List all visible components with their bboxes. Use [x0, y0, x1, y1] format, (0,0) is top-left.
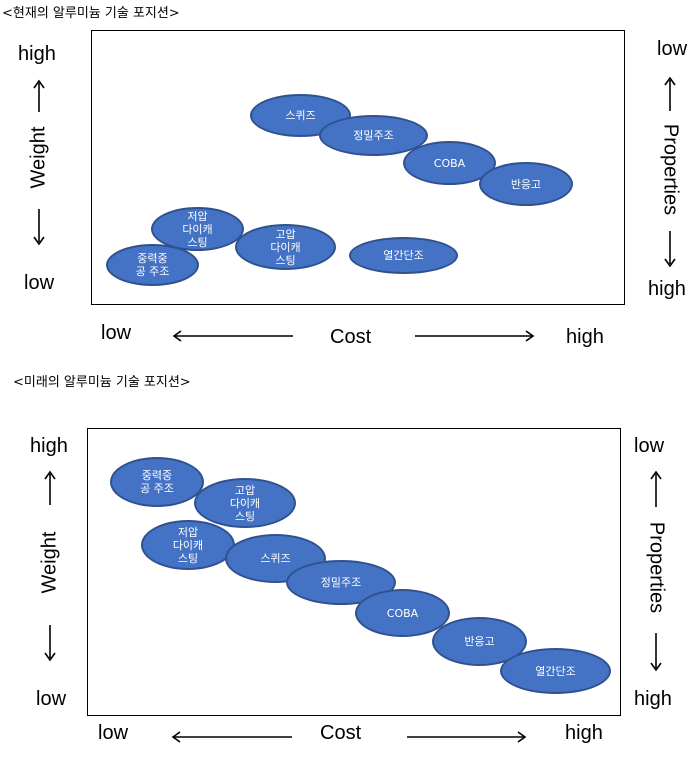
- current-weight-up-arrow: [33, 79, 45, 112]
- future-cost-low-label: low: [98, 722, 129, 744]
- current-weight-high-label: high: [18, 43, 56, 65]
- future-properties-up-arrow: [650, 470, 662, 507]
- current-properties-up-arrow: [664, 76, 676, 111]
- future-properties-axis-label: Properties: [645, 521, 668, 614]
- future-properties-high-label: high: [634, 688, 672, 710]
- future-properties-down-arrow: [650, 633, 662, 672]
- current-hot-forging-ellipse: 열간단조: [349, 237, 458, 274]
- current-properties-high-label: high: [648, 278, 686, 300]
- current-section-title: <현재의 알루미늄 기술 포지션>: [2, 6, 180, 21]
- future-weight-down-arrow: [44, 625, 56, 662]
- future-semi-solid-ellipse: 반응고: [432, 617, 527, 666]
- future-low-pressure-die-casting-ellipse: 저압 다이캐 스팅: [141, 520, 235, 570]
- future-cost-axis-label: Cost: [320, 722, 362, 744]
- current-gravity-hollow-casting-ellipse: 중력중 공 주조: [106, 244, 199, 286]
- future-weight-up-arrow: [44, 470, 56, 505]
- current-cost-low-label: low: [101, 322, 132, 344]
- current-properties-down-arrow: [664, 231, 676, 268]
- future-gravity-hollow-casting-ellipse: 중력중 공 주조: [110, 457, 204, 507]
- current-low-pressure-die-casting-ellipse: 저압 다이캐 스팅: [151, 207, 244, 251]
- future-properties-low-label: low: [634, 435, 665, 457]
- future-weight-axis-label: Weight: [38, 531, 61, 594]
- current-weight-down-arrow: [33, 209, 45, 246]
- current-weight-low-label: low: [24, 272, 55, 294]
- current-cost-right-arrow: [415, 330, 535, 342]
- future-cost-high-label: high: [565, 722, 603, 744]
- current-cost-high-label: high: [566, 326, 604, 348]
- current-properties-low-label: low: [657, 38, 688, 60]
- future-section-title: <미래의 알루미늄 기술 포지션>: [13, 375, 191, 390]
- future-high-pressure-die-casting-ellipse: 고압 다이캐 스팅: [194, 478, 296, 528]
- current-semi-solid-ellipse: 반응고: [479, 162, 573, 206]
- current-precision-casting-ellipse: 정밀주조: [319, 115, 428, 156]
- current-cost-left-arrow: [172, 330, 293, 342]
- future-hot-forging-ellipse: 열간단조: [500, 648, 611, 694]
- current-high-pressure-die-casting-ellipse: 고압 다이캐 스팅: [235, 224, 336, 270]
- future-weight-high-label: high: [30, 435, 68, 457]
- current-weight-axis-label: Weight: [27, 126, 50, 189]
- future-coba-ellipse: COBA: [355, 589, 450, 637]
- future-cost-left-arrow: [171, 731, 292, 743]
- current-properties-axis-label: Properties: [659, 123, 682, 216]
- future-weight-low-label: low: [36, 688, 67, 710]
- current-cost-axis-label: Cost: [330, 326, 372, 348]
- future-cost-right-arrow: [407, 731, 527, 743]
